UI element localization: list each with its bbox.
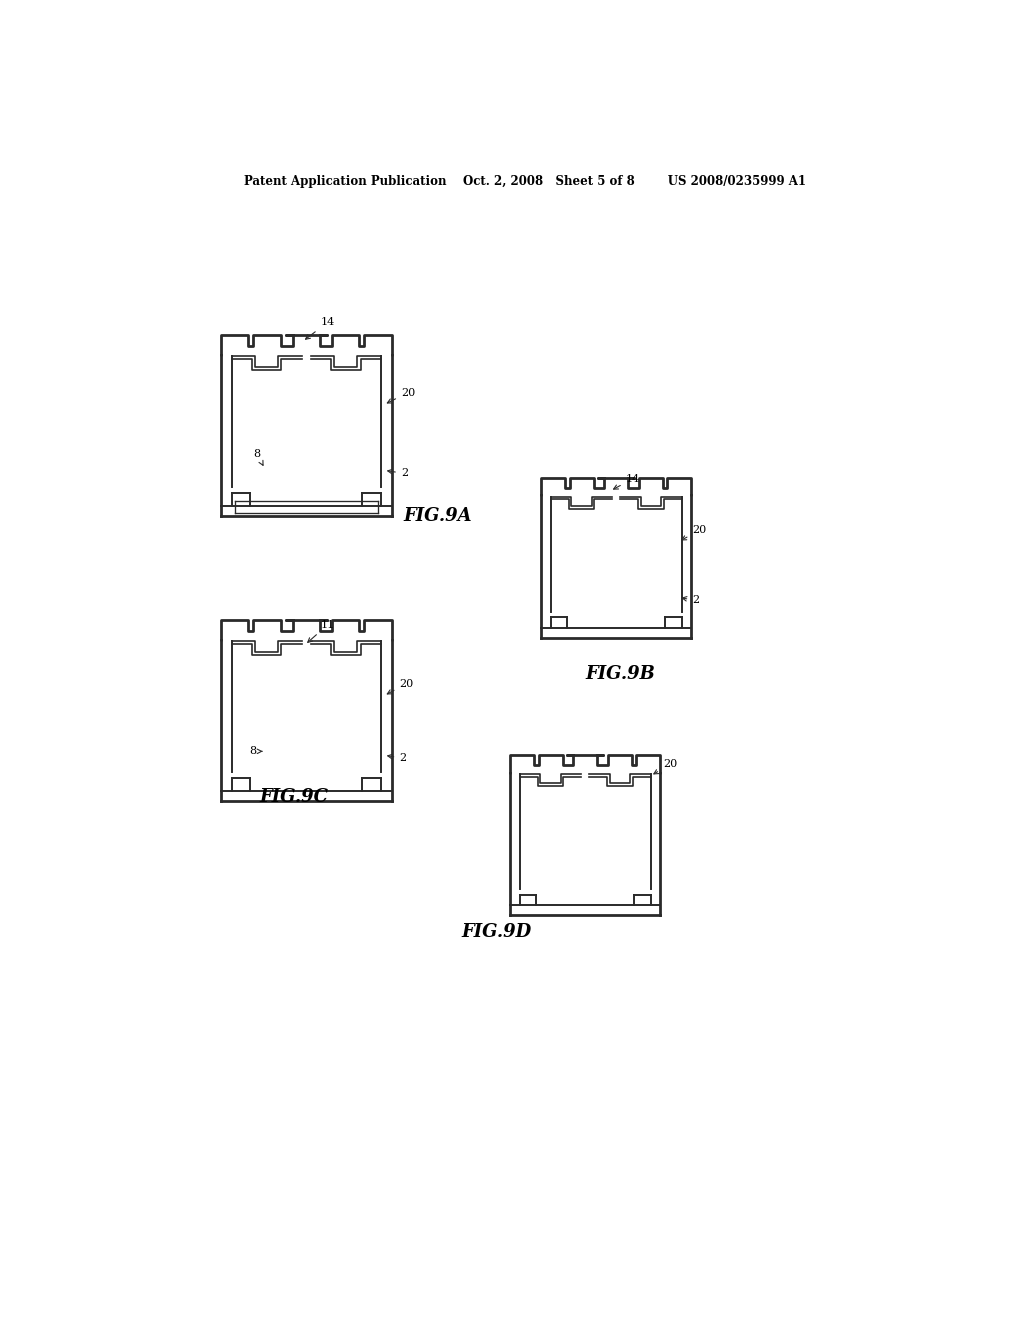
Text: FIG.9D: FIG.9D [461,923,531,941]
Text: 14: 14 [613,474,640,490]
Text: 11: 11 [308,620,335,643]
Text: 2: 2 [388,469,408,478]
Text: 14: 14 [305,318,335,339]
Text: 2: 2 [388,754,407,763]
Text: 2: 2 [682,595,699,606]
Text: FIG.9C: FIG.9C [260,788,329,807]
Text: FIG.9A: FIG.9A [403,507,472,525]
Text: 8: 8 [254,449,263,466]
Text: 20: 20 [387,678,414,694]
Text: 20: 20 [653,759,677,774]
Text: FIG.9B: FIG.9B [586,665,655,684]
Text: 20: 20 [682,525,707,540]
Text: 8: 8 [250,746,262,756]
Text: 20: 20 [387,388,415,403]
Text: Patent Application Publication    Oct. 2, 2008   Sheet 5 of 8        US 2008/023: Patent Application Publication Oct. 2, 2… [244,176,806,187]
